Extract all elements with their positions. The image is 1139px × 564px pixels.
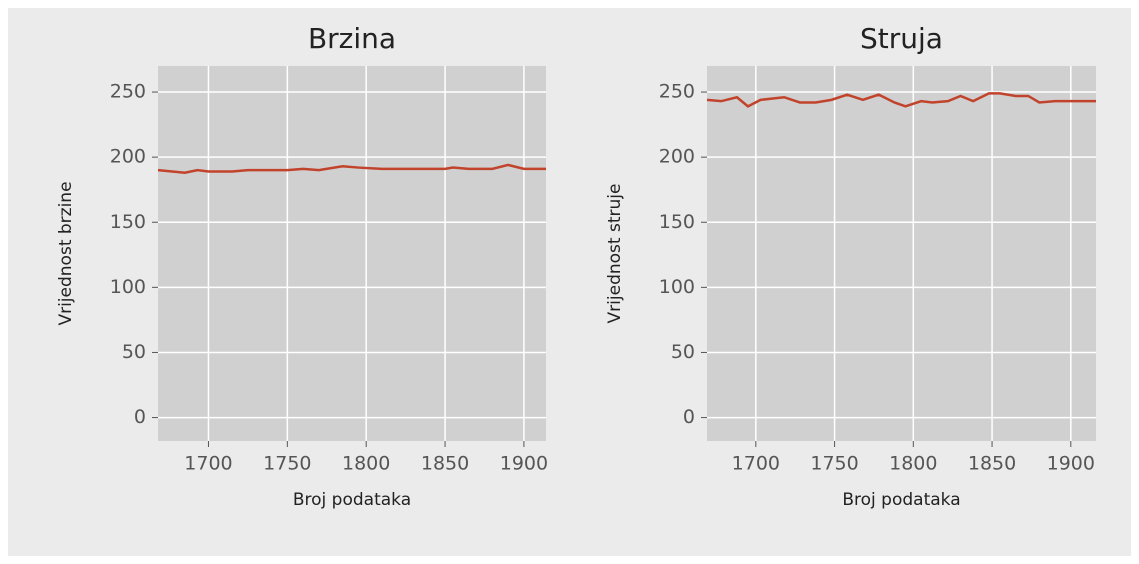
x-tick-label: 1900 [1047,453,1095,475]
y-tick-label: 250 [659,81,695,103]
x-tick-label: 1800 [889,453,937,475]
x-tick-label: 1750 [810,453,858,475]
y-tick-label: 100 [659,276,695,298]
y-tick-label: 200 [110,146,146,168]
chart-title: Struja [860,22,943,55]
y-tick-label: 50 [671,341,695,363]
x-tick-label: 1800 [342,453,390,475]
plot-area [158,66,546,441]
y-tick-label: 100 [110,276,146,298]
x-tick-label: 1850 [968,453,1016,475]
y-tick-label: 0 [683,406,695,428]
x-tick-label: 1750 [263,453,311,475]
y-tick-label: 200 [659,146,695,168]
x-axis-label: Broj podataka [293,490,411,510]
data-line [157,163,546,175]
chart-title: Brzina [308,22,396,55]
y-axis-label: Vrijednost struje [605,184,625,324]
y-tick-label: 250 [110,81,146,103]
y-tick-label: 150 [110,211,146,233]
y-tick-label: 150 [659,211,695,233]
plot-area [707,66,1096,441]
x-tick-label: 1700 [732,453,780,475]
data-line [706,92,1096,108]
x-tick-label: 1700 [184,453,232,475]
x-axis-label: Broj podataka [842,490,960,510]
y-axis-label: Vrijednost brzine [56,181,76,325]
y-tick-label: 0 [134,406,146,428]
x-tick-label: 1850 [421,453,469,475]
x-tick-label: 1900 [500,453,548,475]
y-tick-label: 50 [122,341,146,363]
